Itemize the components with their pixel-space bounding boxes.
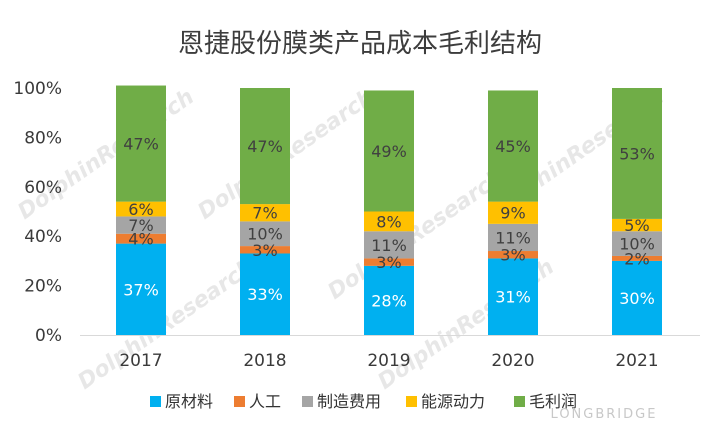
legend-item: 制造费用 [302,392,381,411]
x-category-label: 2021 [615,351,658,371]
bar-segment [488,258,538,335]
data-label: 2% [624,249,649,268]
data-label: 3% [376,253,401,272]
bar-segment [612,255,662,261]
data-label: 10% [619,235,655,254]
data-label: 49% [371,142,407,161]
data-label: 53% [619,144,655,163]
watermark-brand: LONGBRIDGE [551,407,658,422]
legend-label: 能源动力 [421,392,485,411]
y-tick-label: 100% [13,79,62,99]
watermark-layer: DolphinResearch DolphinResearch DolphinRes… [14,85,669,395]
legend-swatch [514,396,525,407]
legend-item: 原材料 [150,392,213,411]
data-label: 33% [247,285,283,304]
legend-label: 人工 [249,392,281,411]
bar-segment [612,231,662,256]
bar-segment [116,85,166,202]
bar-segment [116,233,166,244]
data-label: 6% [128,200,153,219]
legend: 原材料 人工 制造费用 能源动力 毛利润 [150,392,577,411]
y-tick-label: 20% [24,277,62,297]
y-tick-label: 60% [24,178,62,198]
bar-segment [364,231,414,259]
bar-segment [116,201,166,217]
bar-segment [612,260,662,335]
data-label: 47% [123,135,159,154]
legend-swatch [406,396,417,407]
chart-title: 恩捷股份膜类产品成本毛利结构 [178,29,542,59]
data-label: 4% [128,230,153,249]
bars-layer: 37%4%7%6%47%33%3%10%7%47%28%3%11%8%49%31… [116,85,662,335]
x-category-label: 2017 [119,351,162,371]
x-category-label: 2020 [491,351,534,371]
watermark-text: DolphinResearch [14,85,199,225]
y-tick-label: 80% [24,128,62,148]
watermark-text: DolphinResearch [74,255,259,395]
legend-item: 毛利润 [514,392,577,411]
data-label: 10% [247,225,283,244]
data-label: 7% [128,216,153,235]
bar-segment [364,258,414,266]
data-label: 28% [371,291,407,310]
bar-segment [240,204,290,222]
bar-segment [488,223,538,252]
data-label: 31% [495,288,531,307]
legend-label: 原材料 [165,392,213,411]
data-label: 3% [252,241,277,260]
data-label: 11% [495,228,531,247]
legend-label: 制造费用 [317,392,381,411]
x-category-label: 2018 [243,351,286,371]
bar-segment [240,88,290,205]
data-label: 11% [371,236,407,255]
bar-segment [364,211,414,232]
legend-swatch [302,396,313,407]
bar-segment [364,265,414,335]
legend-swatch [150,396,161,407]
bar-segment [488,201,538,224]
x-category-label: 2019 [367,351,410,371]
bar-segment [116,243,166,335]
data-label: 47% [247,137,283,156]
y-axis-ticks: 0% 20% 40% 60% 80% 100% [13,79,62,346]
y-tick-label: 0% [35,326,62,346]
legend-label: 毛利润 [529,392,577,411]
bar-segment [116,216,166,234]
data-label: 3% [500,246,525,265]
bar-segment [488,90,538,202]
data-label: 30% [619,289,655,308]
data-label: 7% [252,204,277,223]
data-label: 45% [495,137,531,156]
data-label: 5% [624,216,649,235]
legend-item: 能源动力 [406,392,485,411]
bar-segment [364,90,414,212]
bar-segment [240,221,290,247]
bar-segment [488,251,538,259]
x-axis-categories: 2017 2018 2019 2020 2021 [119,351,658,371]
data-label: 9% [500,204,525,223]
data-label: 37% [123,280,159,299]
legend-swatch [234,396,245,407]
bar-segment [612,88,662,219]
bar-segment [612,218,662,232]
bar-segment [240,246,290,254]
data-label: 8% [376,212,401,231]
watermark-text: DolphinResearch [324,165,509,305]
y-tick-label: 40% [24,227,62,247]
bar-segment [240,253,290,335]
legend-item: 人工 [234,392,281,411]
